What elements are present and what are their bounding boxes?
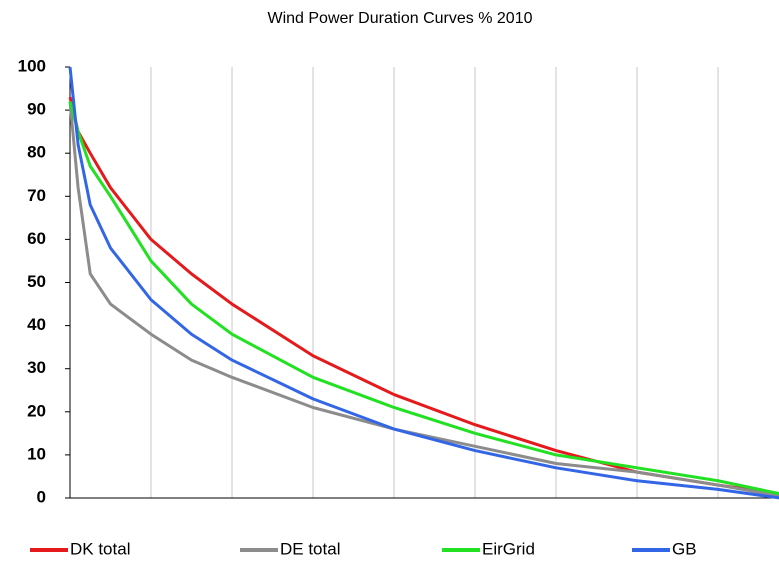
y-tick-label: 20 bbox=[27, 401, 46, 420]
y-tick-label: 30 bbox=[27, 358, 46, 377]
y-tick-label: 100 bbox=[18, 56, 46, 75]
series-line bbox=[68, 66, 779, 500]
legend-label: EirGrid bbox=[482, 539, 535, 558]
y-tick-label: 10 bbox=[27, 444, 46, 463]
y-tick-label: 50 bbox=[27, 272, 46, 291]
legend-label: DK total bbox=[70, 539, 130, 558]
y-tick-label: 0 bbox=[37, 487, 46, 506]
legend-label: DE total bbox=[280, 539, 340, 558]
y-tick-label: 70 bbox=[27, 186, 46, 205]
series-line bbox=[68, 96, 779, 496]
y-tick-label: 60 bbox=[27, 229, 46, 248]
series-line bbox=[68, 101, 779, 496]
chart-title: Wind Power Duration Curves % 2010 bbox=[267, 10, 532, 27]
series-line bbox=[68, 101, 779, 498]
legend-label: GB bbox=[672, 539, 697, 558]
y-tick-label: 90 bbox=[27, 100, 46, 119]
y-tick-label: 40 bbox=[27, 315, 46, 334]
y-tick-label: 80 bbox=[27, 143, 46, 162]
